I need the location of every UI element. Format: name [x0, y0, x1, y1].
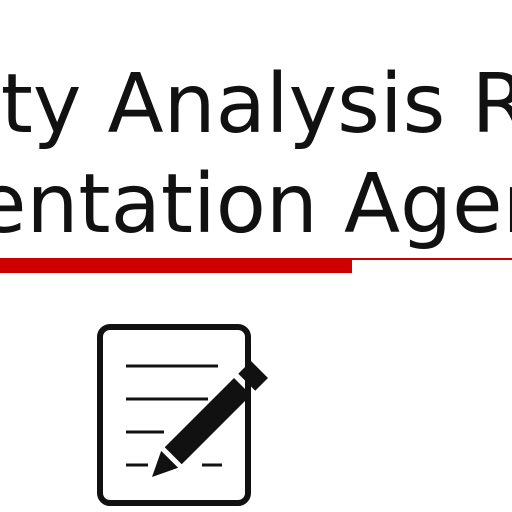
document-edit-icon — [97, 324, 268, 506]
pencil-icon — [152, 361, 268, 477]
document-icon — [97, 324, 251, 506]
accent-rule-thin — [352, 258, 512, 260]
slide-title-line-1: ity Analysis Re — [0, 57, 512, 152]
accent-rule-thick — [0, 258, 352, 273]
slide-title-line-2: entation Agen — [0, 157, 512, 252]
